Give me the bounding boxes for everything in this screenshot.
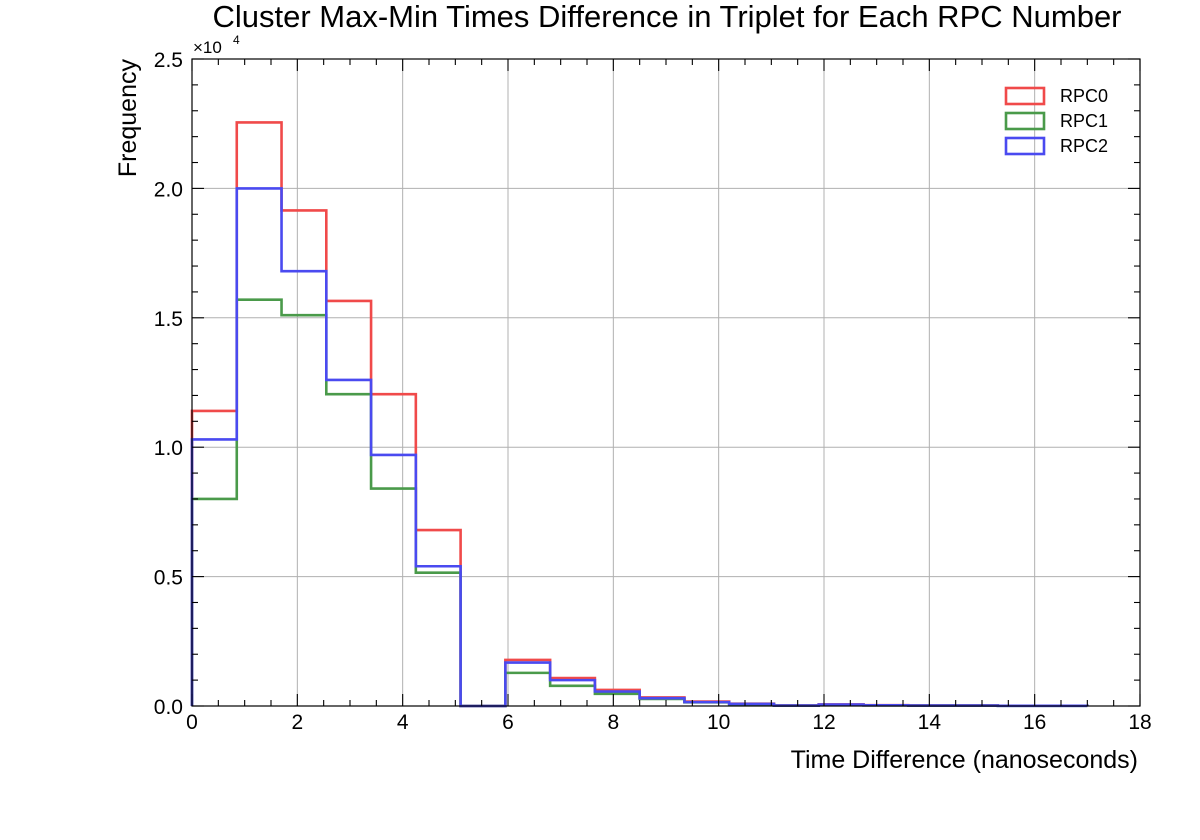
legend-swatch-rpc2 bbox=[1004, 136, 1046, 156]
legend-swatch-rpc0 bbox=[1004, 86, 1046, 106]
x-tick-label: 2 bbox=[291, 711, 303, 734]
legend-label-rpc1: RPC1 bbox=[1060, 111, 1108, 131]
y-axis-multiplier-exponent: 4 bbox=[233, 33, 240, 47]
legend-label-rpc2: RPC2 bbox=[1060, 136, 1108, 156]
x-axis-label: Time Difference (nanoseconds) bbox=[791, 746, 1138, 774]
x-tick-label: 0 bbox=[186, 711, 198, 734]
x-tick-label: 4 bbox=[397, 711, 409, 734]
y-tick-label: 0.5 bbox=[154, 567, 183, 590]
x-tick-label: 16 bbox=[1023, 711, 1046, 734]
plot-frame bbox=[191, 58, 1141, 707]
chart-title: Cluster Max-Min Times Difference in Trip… bbox=[212, 0, 1121, 34]
y-axis-multiplier: ×10 4 bbox=[193, 33, 240, 57]
y-tick-label: 1.0 bbox=[154, 437, 183, 460]
legend-label-rpc0: RPC0 bbox=[1060, 86, 1108, 106]
x-tick-label: 8 bbox=[607, 711, 619, 734]
x-tick-label: 6 bbox=[502, 711, 514, 734]
legend-swatch-rpc1 bbox=[1004, 111, 1046, 131]
legend: RPC0 RPC1 RPC2 bbox=[1004, 86, 1108, 156]
y-tick-label: 2.0 bbox=[154, 178, 183, 201]
tick-labels: 0 2 4 6 8 10 12 14 16 18 0.0 0.5 1.0 1.5 2.0 2.5 bbox=[154, 49, 1152, 734]
grid bbox=[192, 59, 1140, 706]
x-tick-label: 10 bbox=[707, 711, 730, 734]
histogram-series bbox=[190, 121, 1089, 708]
axis-ticks bbox=[191, 58, 1141, 707]
y-tick-label: 2.5 bbox=[154, 49, 183, 72]
x-tick-label: 12 bbox=[812, 711, 835, 734]
x-tick-label: 18 bbox=[1128, 711, 1151, 734]
x-tick-label: 14 bbox=[918, 711, 942, 734]
y-tick-label: 1.5 bbox=[154, 308, 183, 331]
y-tick-label: 0.0 bbox=[154, 696, 183, 719]
y-axis-label: Frequency bbox=[114, 59, 142, 178]
y-axis-multiplier-base: ×10 bbox=[193, 38, 222, 57]
series-rpc0-step bbox=[190, 121, 1089, 708]
